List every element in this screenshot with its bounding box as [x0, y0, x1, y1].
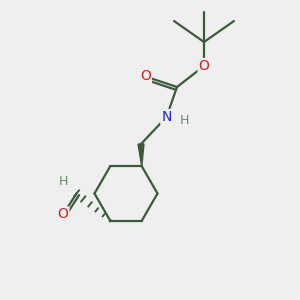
Text: O: O	[140, 70, 151, 83]
Text: H: H	[180, 113, 189, 127]
Text: O: O	[199, 59, 209, 73]
Polygon shape	[138, 144, 144, 166]
Text: O: O	[58, 208, 68, 221]
Text: N: N	[161, 110, 172, 124]
Text: H: H	[58, 175, 68, 188]
